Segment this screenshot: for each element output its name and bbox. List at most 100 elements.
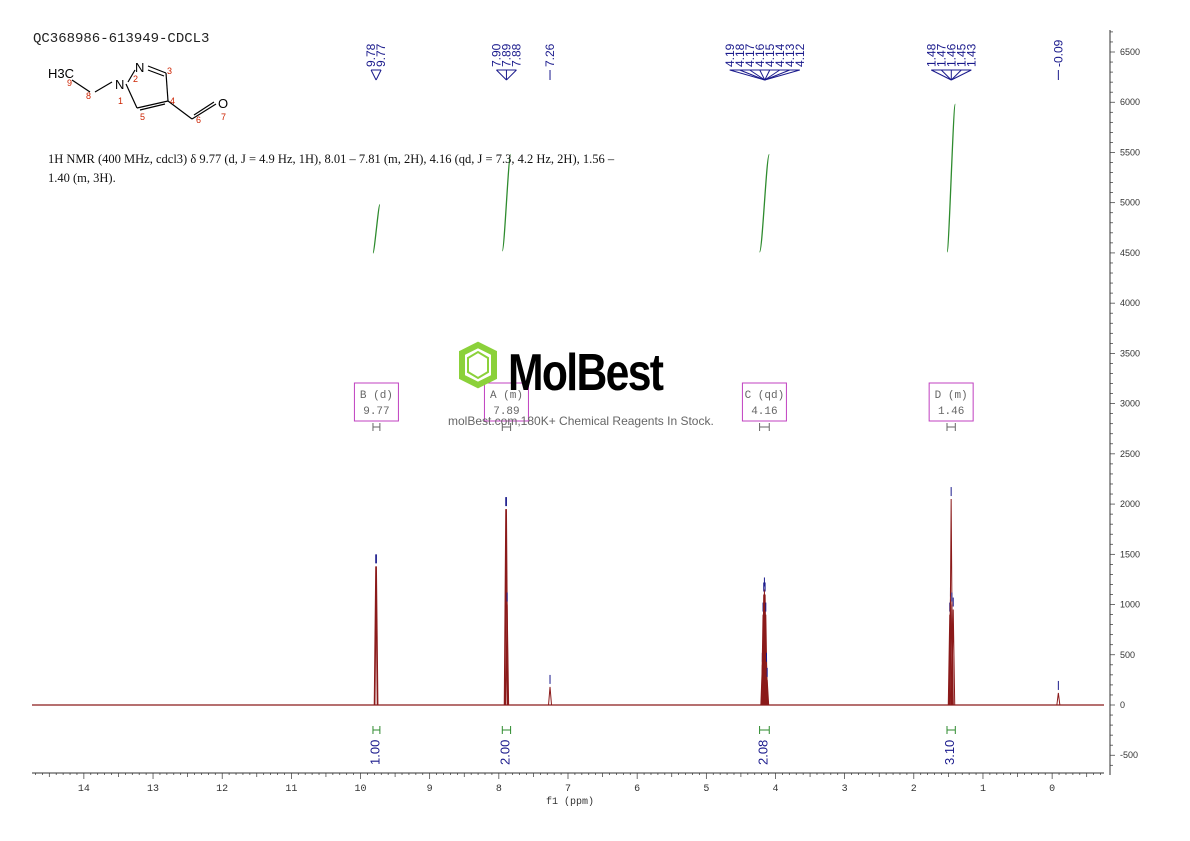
y-tick-label: 4000 (1120, 298, 1140, 308)
integral-value: 3.10 (942, 740, 957, 765)
x-tick-label: 12 (216, 784, 228, 795)
integral-curve (372, 204, 381, 254)
molecule-structure: H3C N N O 1 2 3 4 5 6 7 8 9 (48, 60, 228, 125)
atom-number-2: 2 (133, 74, 138, 84)
peak-label-leader (950, 69, 962, 81)
multiplet-shift: 1.46 (938, 406, 964, 418)
y-tick-label: 2500 (1120, 449, 1140, 459)
peak-label-leader (739, 69, 765, 81)
sample-id: QC368986-613949-CDCL3 (33, 31, 210, 47)
y-tick-label: 5500 (1120, 147, 1140, 157)
x-tick-label: 5 (703, 784, 709, 795)
peak-label: -0.09 (1051, 39, 1065, 67)
peak-label-leader (375, 69, 382, 81)
peak-label: 1.43 (964, 43, 978, 67)
y-tick-label: -500 (1120, 750, 1138, 760)
structure-group-ch3: H3C (48, 66, 74, 81)
x-tick-label: 7 (565, 784, 571, 795)
peak-label-leader (764, 69, 800, 81)
peak-label: 4.12 (793, 43, 807, 67)
atom-number-4: 4 (170, 96, 175, 106)
x-tick-label: 11 (285, 784, 297, 795)
y-tick-label: 3500 (1120, 348, 1140, 358)
x-tick-label: 6 (634, 784, 640, 795)
peak-label: 7.90 (489, 43, 503, 67)
peak-label: 7.26 (543, 43, 557, 67)
y-tick-label: 6000 (1120, 97, 1140, 107)
molbest-logo-icon (459, 341, 497, 389)
x-tick-label: 8 (496, 784, 502, 795)
multiplet-boxes: B (d) 9.77 A (m) 7.89 C (qd) 4.16 D (m) 1.46 (353, 382, 974, 431)
atom-number-1: 1 (118, 96, 123, 106)
peak-label: 9.78 (364, 43, 378, 67)
y-tick-label: 1000 (1120, 600, 1140, 610)
multiplet-shift: 7.89 (493, 406, 519, 418)
structure-group-o: O (218, 96, 228, 111)
peak-label-leader (940, 69, 952, 81)
integral-curves: 1.00 2.00 2.08 3.10 (367, 103, 957, 765)
integral-curve (501, 153, 512, 252)
x-tick-label: 14 (78, 784, 90, 795)
atom-number-8: 8 (86, 91, 91, 101)
atom-number-6: 6 (196, 115, 201, 125)
spectrum-peak (373, 566, 378, 706)
y-tick-label: 2000 (1120, 499, 1140, 509)
peak-label: 4.13 (783, 43, 797, 67)
peak-label-leader (764, 69, 781, 81)
structure-group-n2: N (135, 60, 144, 75)
y-tick-label: 6500 (1120, 47, 1140, 57)
peak-label-leader (759, 69, 766, 81)
multiplet-box (741, 382, 787, 422)
spectrum-peak (951, 609, 956, 706)
peak-label: 7.88 (509, 43, 523, 67)
multiplet-box (483, 382, 529, 422)
atom-number-9: 9 (67, 78, 72, 88)
peak-label: 4.18 (733, 43, 747, 67)
peak-label-leader (749, 69, 766, 81)
x-tick-label: 10 (355, 784, 367, 795)
peak-label-leader (506, 69, 517, 81)
y-tick-label: 0 (1120, 700, 1125, 710)
y-tick-label: 3000 (1120, 399, 1140, 409)
spectrum-peak (374, 566, 379, 706)
peak-label: 7.89 (499, 43, 513, 67)
peak-label-leader (931, 69, 952, 81)
watermark-tagline: molBest.com,180K+ Chemical Reagents In S… (448, 414, 714, 428)
multiplet-box (928, 382, 974, 422)
multiplet-shift: 4.16 (751, 406, 777, 418)
multiplet-label: C (qd) (745, 390, 785, 402)
x-tick-label: 1 (980, 784, 986, 795)
peak-label-leader (370, 69, 377, 81)
peak-label: 4.19 (723, 43, 737, 67)
integral-curve (946, 103, 956, 253)
integral-value: 2.00 (497, 740, 512, 765)
peak-label: 9.77 (374, 43, 388, 67)
nmr-description: 1H NMR (400 MHz, cdcl3) δ 9.77 (d, J = 4… (48, 152, 615, 185)
peak-label-leader (496, 69, 507, 81)
x-tick-label: 2 (911, 784, 917, 795)
x-tick-label: 9 (427, 784, 433, 795)
peak-label: 4.15 (763, 43, 777, 67)
peak-label: 1.45 (954, 43, 968, 67)
multiplet-label: B (d) (360, 390, 393, 402)
atom-number-7: 7 (221, 112, 226, 122)
integral-value: 1.00 (367, 740, 382, 765)
y-axis: -500 0 500 1000 1500 2000 2500 3000 3500 4000 4500… (1109, 30, 1140, 775)
multiplet-label: D (m) (935, 390, 968, 402)
multiplet-box (353, 382, 399, 422)
spectrum-peak (765, 679, 770, 706)
y-tick-label: 1500 (1120, 549, 1140, 559)
watermark-brand: MolBest (508, 344, 664, 402)
peak-label: 4.14 (773, 43, 787, 67)
x-axis-label: f1 (ppm) (546, 797, 595, 808)
multiplet-label: A (m) (490, 390, 523, 402)
peak-label: 1.46 (944, 43, 958, 67)
peak-label-leader (951, 69, 972, 81)
spectrum-peak (548, 686, 553, 706)
peak-label: 1.48 (924, 43, 938, 67)
x-tick-label: 0 (1049, 784, 1055, 795)
peak-label: 4.17 (743, 43, 757, 67)
atom-number-5: 5 (140, 112, 145, 122)
peak-label: 4.16 (753, 43, 767, 67)
spectrum-peak (1056, 692, 1061, 706)
